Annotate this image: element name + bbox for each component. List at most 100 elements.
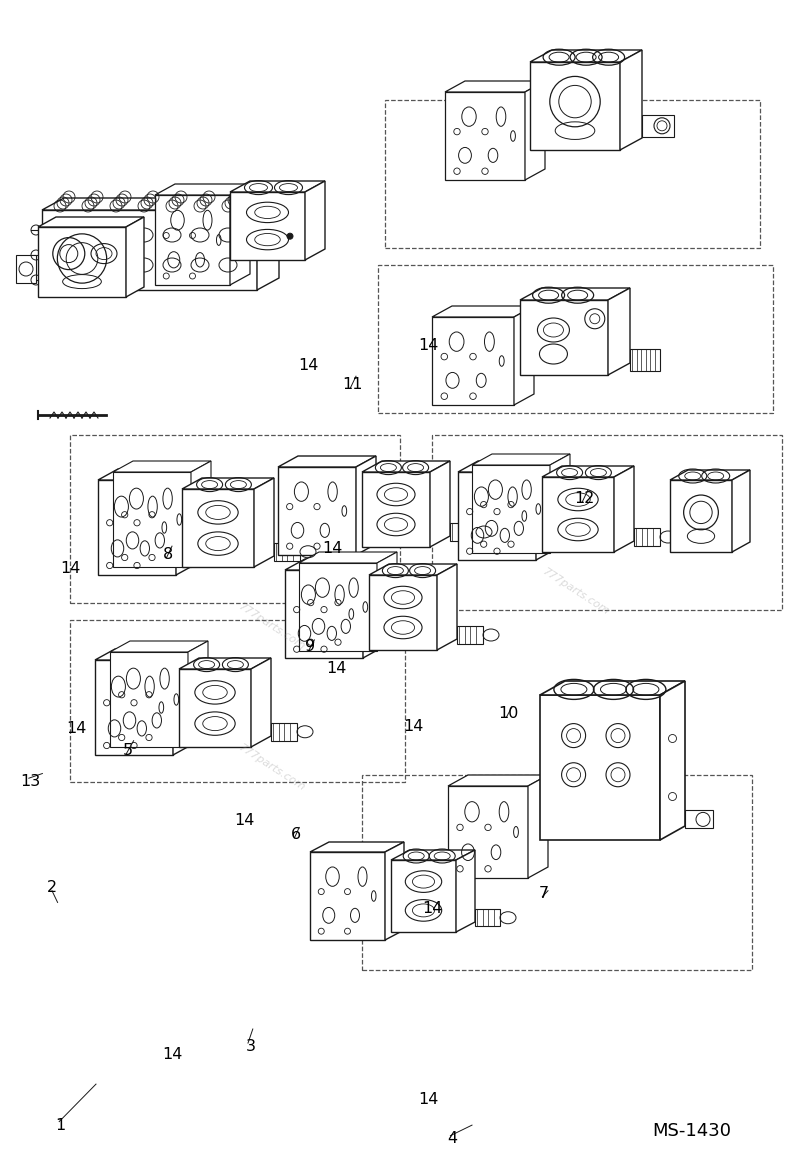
Bar <box>70 435 400 604</box>
Bar <box>475 909 500 926</box>
Text: 8: 8 <box>163 547 173 561</box>
Polygon shape <box>448 786 528 878</box>
Polygon shape <box>113 472 191 567</box>
Polygon shape <box>182 478 274 489</box>
Polygon shape <box>191 461 211 567</box>
Polygon shape <box>230 192 305 260</box>
Bar <box>42 210 257 289</box>
Polygon shape <box>299 563 377 650</box>
Text: 6: 6 <box>291 827 301 841</box>
Polygon shape <box>391 850 475 860</box>
Polygon shape <box>540 681 685 695</box>
Bar <box>271 723 297 741</box>
Polygon shape <box>377 552 397 650</box>
Polygon shape <box>98 469 196 481</box>
Polygon shape <box>285 559 383 570</box>
Polygon shape <box>608 288 630 375</box>
Text: 11: 11 <box>342 377 362 391</box>
Polygon shape <box>95 649 193 660</box>
Polygon shape <box>456 850 475 932</box>
Polygon shape <box>254 478 274 567</box>
Polygon shape <box>278 456 376 466</box>
Text: 777parts.com: 777parts.com <box>237 601 307 653</box>
Polygon shape <box>432 316 514 406</box>
Text: 14: 14 <box>322 541 342 556</box>
Polygon shape <box>472 465 550 553</box>
Text: MS-1430: MS-1430 <box>653 1122 731 1140</box>
Text: 14: 14 <box>298 359 318 373</box>
Bar <box>16 255 36 282</box>
Polygon shape <box>520 300 608 375</box>
Polygon shape <box>536 461 556 560</box>
Polygon shape <box>550 454 570 553</box>
Polygon shape <box>362 461 450 472</box>
Text: 777parts.com: 777parts.com <box>237 742 307 793</box>
Text: 14: 14 <box>162 1048 182 1062</box>
Polygon shape <box>110 641 208 652</box>
Polygon shape <box>113 461 211 472</box>
Bar <box>378 265 773 413</box>
Polygon shape <box>362 472 430 547</box>
Bar <box>70 620 405 782</box>
Polygon shape <box>38 217 144 227</box>
Bar <box>457 626 483 643</box>
Polygon shape <box>179 657 271 669</box>
Polygon shape <box>530 62 620 150</box>
Text: 14: 14 <box>234 813 254 827</box>
Polygon shape <box>38 227 126 297</box>
Text: 10: 10 <box>498 707 518 721</box>
Polygon shape <box>363 559 383 657</box>
Polygon shape <box>525 81 545 180</box>
Polygon shape <box>732 470 750 552</box>
Text: 5: 5 <box>123 743 133 757</box>
Polygon shape <box>155 184 250 195</box>
Bar <box>634 529 660 546</box>
Polygon shape <box>458 472 536 560</box>
Polygon shape <box>285 570 363 657</box>
Polygon shape <box>437 564 457 650</box>
Polygon shape <box>391 860 456 932</box>
Polygon shape <box>257 198 279 289</box>
Circle shape <box>287 233 293 239</box>
Bar <box>432 435 782 609</box>
Bar <box>362 775 752 970</box>
Text: 14: 14 <box>60 561 81 575</box>
Text: 14: 14 <box>403 720 424 734</box>
Polygon shape <box>356 456 376 556</box>
Polygon shape <box>445 91 525 180</box>
Text: 4: 4 <box>447 1131 457 1145</box>
Bar <box>385 100 760 248</box>
Polygon shape <box>110 652 188 747</box>
Text: 3: 3 <box>246 1040 255 1054</box>
Text: 2: 2 <box>47 880 57 894</box>
Polygon shape <box>230 184 250 285</box>
Polygon shape <box>278 466 356 556</box>
Polygon shape <box>305 180 325 260</box>
Text: 14: 14 <box>418 1092 438 1106</box>
Polygon shape <box>528 775 548 878</box>
Polygon shape <box>155 195 230 285</box>
Polygon shape <box>182 489 254 567</box>
Text: 14: 14 <box>422 901 442 915</box>
Polygon shape <box>542 477 614 552</box>
Text: 12: 12 <box>574 491 594 505</box>
Polygon shape <box>299 552 397 563</box>
Polygon shape <box>472 454 570 465</box>
Polygon shape <box>445 81 545 91</box>
Bar <box>642 115 674 137</box>
Text: 13: 13 <box>20 775 41 789</box>
Polygon shape <box>385 841 404 940</box>
Polygon shape <box>310 841 404 852</box>
Polygon shape <box>188 641 208 747</box>
Polygon shape <box>432 306 534 316</box>
Polygon shape <box>614 466 634 552</box>
Polygon shape <box>540 695 660 840</box>
Polygon shape <box>542 466 634 477</box>
Polygon shape <box>620 50 642 150</box>
Text: 14: 14 <box>66 722 86 736</box>
Polygon shape <box>176 469 196 575</box>
Text: 14: 14 <box>418 339 439 353</box>
Text: 9: 9 <box>306 640 315 654</box>
Polygon shape <box>42 198 279 210</box>
Text: 777parts.com: 777parts.com <box>541 566 611 618</box>
